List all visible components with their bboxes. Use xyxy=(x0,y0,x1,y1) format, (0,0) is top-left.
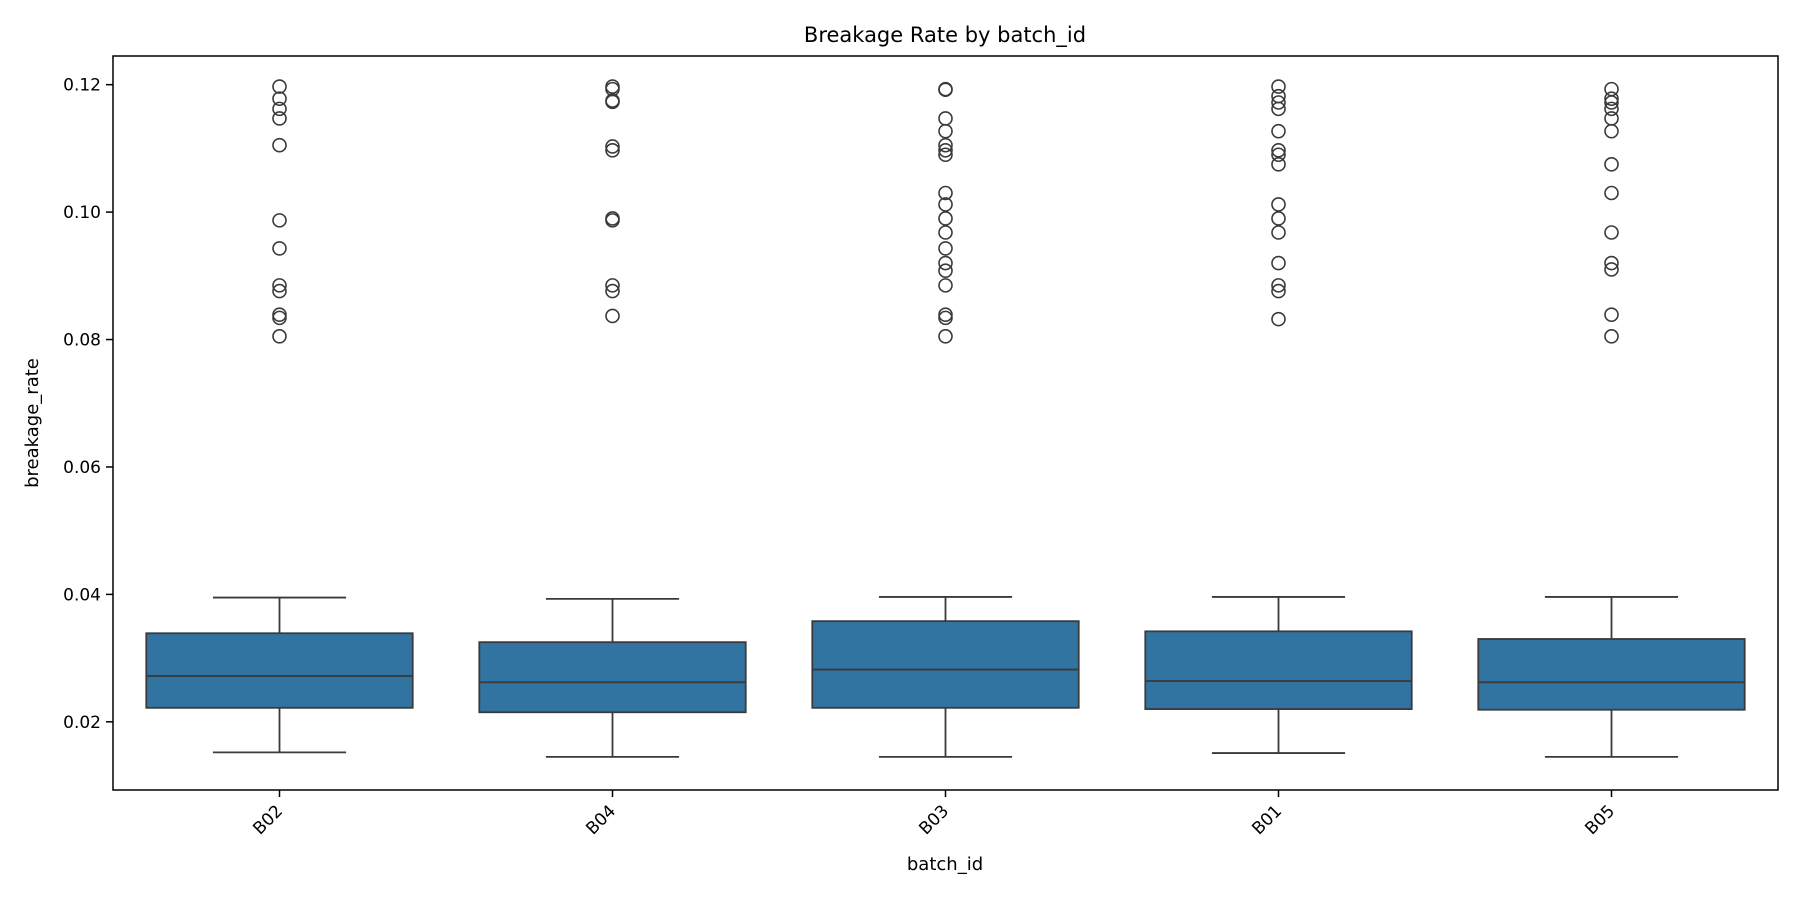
box-b05 xyxy=(1477,81,1746,758)
y-tick-label: 0.06 xyxy=(63,458,101,478)
outlier-point xyxy=(1604,225,1619,240)
box-b04 xyxy=(478,79,747,758)
outlier-point xyxy=(938,111,953,126)
x-tick-label: B01 xyxy=(1248,801,1286,839)
y-tick-label: 0.02 xyxy=(63,713,101,733)
iqr-box xyxy=(1144,630,1413,710)
outlier-point xyxy=(938,123,953,139)
outlier-point xyxy=(272,137,287,153)
x-axis-label: batch_id xyxy=(907,854,983,875)
box-b02 xyxy=(145,79,414,754)
iqr-box xyxy=(478,641,747,714)
outlier-point xyxy=(938,310,953,326)
box-b03 xyxy=(811,81,1080,758)
outlier-point xyxy=(605,94,620,110)
outlier-point xyxy=(1271,79,1286,94)
y-tick-label: 0.12 xyxy=(63,76,101,96)
outlier-point xyxy=(605,278,620,293)
outlier-point xyxy=(1271,311,1286,327)
outlier-point xyxy=(938,241,953,256)
outlier-point xyxy=(605,213,620,228)
x-tick-label: B04 xyxy=(582,801,620,839)
outlier-point xyxy=(272,111,287,126)
outlier-point xyxy=(938,225,953,240)
iqr-box xyxy=(145,632,414,709)
outlier-point xyxy=(938,307,953,322)
outlier-point xyxy=(1271,142,1286,158)
box-series xyxy=(145,79,1746,758)
outlier-point xyxy=(272,283,287,299)
x-tick-label: B03 xyxy=(915,801,953,839)
y-tick-label: 0.10 xyxy=(63,203,101,223)
outlier-point xyxy=(1604,101,1619,117)
outlier-point xyxy=(938,197,953,212)
outlier-point xyxy=(938,185,953,201)
outlier-point xyxy=(1604,262,1619,277)
outlier-point xyxy=(1604,123,1619,139)
outlier-point xyxy=(1271,123,1286,139)
outlier-point xyxy=(1604,329,1619,344)
outlier-point xyxy=(938,263,953,279)
outlier-point xyxy=(1271,197,1286,212)
outlier-point xyxy=(272,329,287,344)
outlier-point xyxy=(1271,211,1286,226)
outlier-point xyxy=(938,278,953,293)
outlier-point xyxy=(605,283,620,299)
outlier-point xyxy=(938,329,953,344)
y-tick-label: 0.04 xyxy=(63,585,101,605)
outlier-point xyxy=(272,101,287,117)
outlier-point xyxy=(1604,185,1619,201)
outlier-point xyxy=(272,79,287,94)
outlier-point xyxy=(272,241,287,256)
y-axis-label: breakage_rate xyxy=(22,358,43,488)
outlier-point xyxy=(272,310,287,326)
outlier-point xyxy=(1271,147,1286,163)
outlier-point xyxy=(272,307,287,322)
outlier-point xyxy=(938,147,953,163)
outlier-point xyxy=(1271,225,1286,240)
outlier-point xyxy=(1271,255,1286,271)
chart-title: Breakage Rate by batch_id xyxy=(804,23,1086,48)
x-tick-label: B05 xyxy=(1581,801,1619,839)
x-axis: B02 B04 B03 B01 B05 xyxy=(249,790,1619,839)
y-tick-label: 0.08 xyxy=(63,331,101,351)
outlier-point xyxy=(605,139,620,154)
outlier-point xyxy=(1271,101,1286,117)
outlier-point xyxy=(1604,91,1619,106)
box-b01 xyxy=(1144,79,1413,754)
outlier-point xyxy=(1604,157,1619,172)
outlier-point xyxy=(938,137,953,153)
outlier-point xyxy=(1271,283,1286,299)
outlier-point xyxy=(1604,255,1619,271)
x-tick-label: B02 xyxy=(249,801,287,839)
outlier-point xyxy=(938,255,953,271)
outlier-point xyxy=(938,82,953,98)
outlier-point xyxy=(938,211,953,226)
outlier-point xyxy=(1604,95,1619,110)
outlier-point xyxy=(605,142,620,158)
outlier-point xyxy=(1604,307,1619,322)
iqr-box xyxy=(811,620,1080,709)
outlier-point xyxy=(605,308,620,324)
outlier-point xyxy=(1271,278,1286,293)
iqr-box xyxy=(1477,638,1746,711)
outlier-point xyxy=(938,142,953,158)
outlier-point xyxy=(272,278,287,293)
outlier-point xyxy=(1271,95,1286,110)
y-axis: 0.02 0.04 0.06 0.08 0.10 0.12 xyxy=(63,76,113,733)
outlier-point xyxy=(1604,111,1619,126)
outlier-point xyxy=(1271,157,1286,172)
outlier-point xyxy=(272,91,287,106)
outlier-point xyxy=(272,213,287,228)
